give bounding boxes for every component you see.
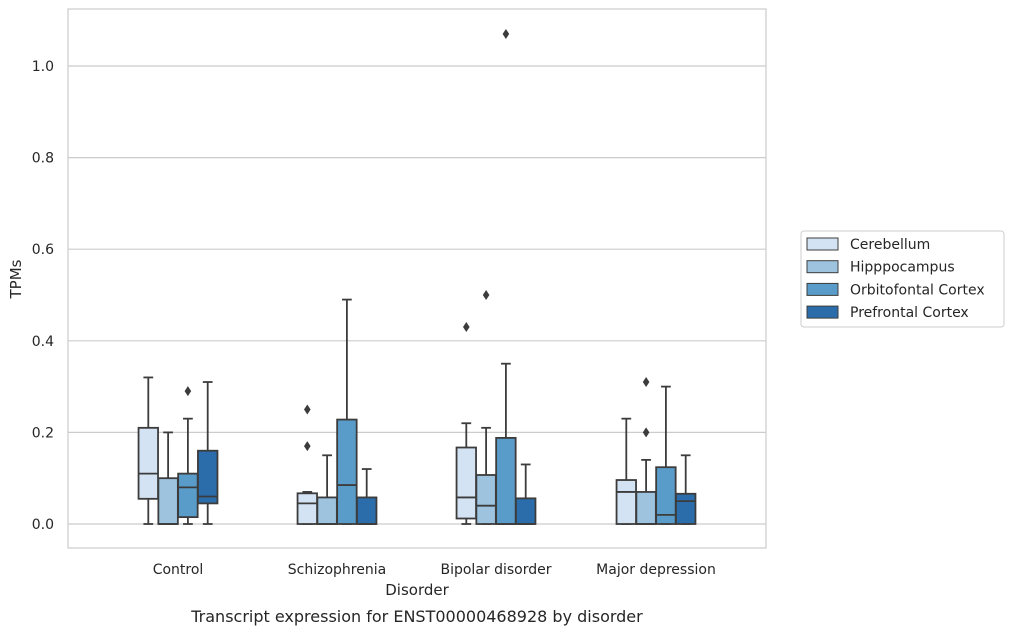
legend-swatch — [806, 305, 839, 319]
outlier-point — [642, 427, 650, 438]
legend-items: Cerebellum Hipppocampus Orbitofontal Corte… — [806, 237, 985, 321]
plot-area-frame — [67, 8, 767, 549]
legend: Cerebellum Hipppocampus Orbitofontal Corte… — [800, 230, 1005, 328]
box-iqr — [197, 449, 219, 505]
y-tick-label: 0.6 — [32, 242, 54, 258]
box-schizophrenia — [336, 298, 358, 525]
grid-lines — [68, 65, 766, 525]
legend-label: Orbitofontal Cortex — [850, 282, 985, 298]
box-control — [197, 381, 219, 525]
box-control — [157, 431, 179, 525]
series-orbitofontal-cortex — [177, 28, 677, 525]
box-bipolar-disorder — [495, 28, 517, 525]
box-schizophrenia — [316, 454, 338, 525]
x-tick-label: Major depression — [596, 562, 716, 578]
legend-swatch — [806, 237, 839, 251]
box-bipolar-disorder — [515, 463, 537, 525]
box-iqr — [137, 426, 159, 500]
outlier-point — [184, 386, 192, 397]
series-hipppocampus — [157, 290, 657, 525]
series-prefrontal-cortex — [197, 381, 697, 525]
box-bipolar-disorder — [475, 290, 497, 525]
box-iqr — [455, 446, 477, 520]
box-bipolar-disorder — [455, 322, 477, 525]
box-major-depression — [675, 454, 697, 525]
chart-caption: Transcript expression for ENST0000046892… — [190, 607, 643, 626]
box-iqr — [177, 472, 199, 519]
y-tick-label: 1.0 — [32, 59, 54, 75]
box-iqr — [615, 479, 637, 525]
box-major-depression — [615, 417, 637, 525]
legend-swatch — [806, 282, 839, 296]
x-axis-title: Disorder — [385, 581, 449, 599]
box-iqr — [336, 418, 358, 525]
outlier-point — [304, 404, 311, 415]
legend-frame — [800, 230, 1005, 328]
legend-label: Prefrontal Cortex — [850, 305, 969, 321]
legend-swatch — [806, 260, 839, 274]
outlier-point — [642, 377, 650, 388]
legend-label: Hipppocampus — [850, 260, 955, 276]
box-schizophrenia — [296, 404, 318, 525]
box-control — [177, 386, 199, 525]
box-iqr — [475, 474, 497, 525]
box-iqr — [515, 497, 537, 525]
series-cerebellum — [137, 322, 637, 525]
y-tick-label: 0.0 — [32, 517, 54, 533]
box-iqr — [157, 477, 179, 525]
legend-label: Cerebellum — [850, 237, 930, 253]
x-tick-labels: Control Schizophrenia Bipolar disorder Majo… — [153, 562, 716, 578]
box-iqr — [635, 491, 657, 525]
outlier-point — [502, 28, 510, 39]
y-tick-label: 0.8 — [32, 151, 54, 167]
outlier-point — [463, 322, 470, 333]
y-axis-title: TPMs — [7, 259, 25, 299]
y-tick-label: 0.2 — [32, 425, 54, 441]
outlier-point — [482, 290, 490, 300]
box-iqr — [356, 496, 378, 525]
box-iqr — [296, 492, 318, 525]
y-tick-label: 0.4 — [32, 334, 54, 350]
box-iqr — [675, 492, 697, 525]
box-series-group — [137, 28, 697, 525]
outlier-point — [304, 441, 311, 452]
box-major-depression — [655, 385, 677, 525]
y-tick-labels: 0.0 0.2 0.4 0.6 0.8 1.0 — [32, 59, 54, 533]
x-tick-label: Bipolar disorder — [440, 562, 551, 578]
box-schizophrenia — [356, 468, 378, 525]
x-tick-label: Control — [153, 562, 204, 578]
box-control — [137, 376, 159, 525]
box-iqr — [495, 436, 517, 525]
box-iqr — [316, 496, 338, 525]
x-tick-label: Schizophrenia — [288, 562, 386, 578]
box-major-depression — [635, 377, 657, 525]
